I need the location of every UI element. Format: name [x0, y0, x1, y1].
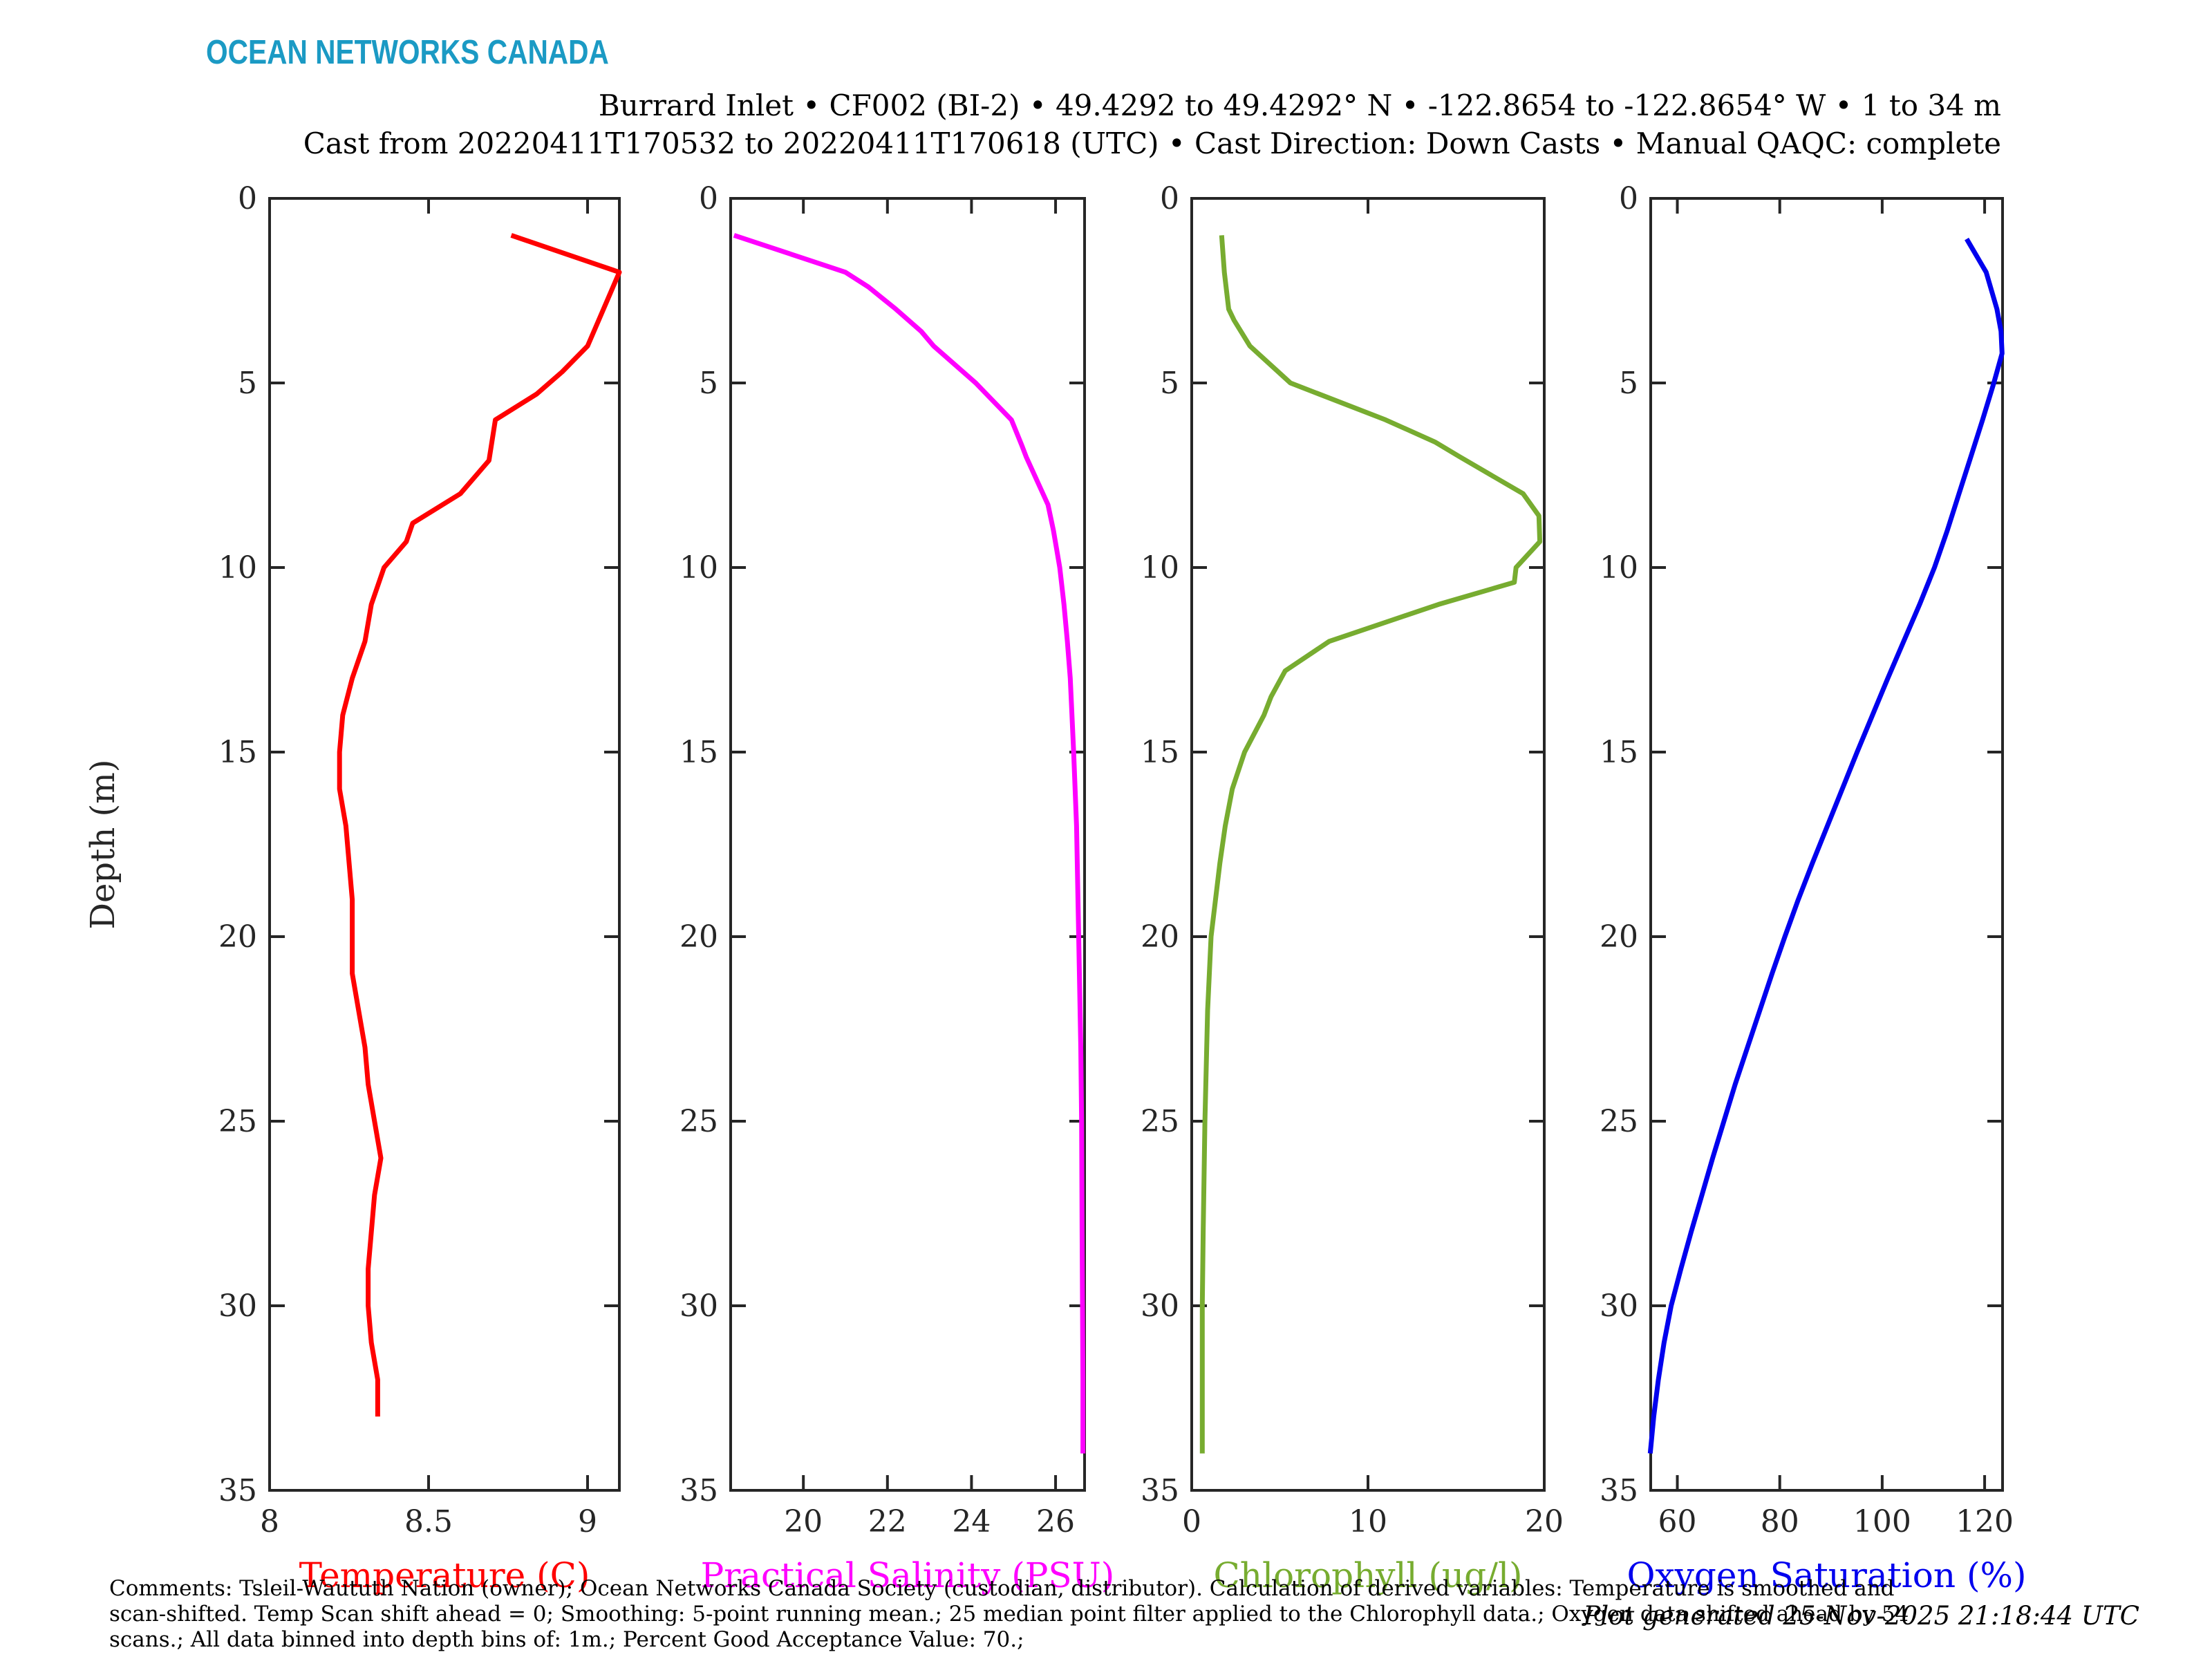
y-tick-label: 35	[1600, 1473, 1638, 1508]
comments-line-2: scan-shifted. Temp Scan shift ahead = 0;…	[109, 1602, 1909, 1627]
comments-line-3: scans.; All data binned into depth bins …	[109, 1627, 1024, 1652]
curve-chlorophyll-ug-l	[1199, 235, 1543, 1454]
plot-frame	[1649, 197, 2004, 1492]
y-tick-label: 15	[1141, 735, 1179, 770]
figure-title-line2: Cast from 20220411T170532 to 20220411T17…	[303, 126, 2001, 160]
y-tick-label: 15	[679, 735, 718, 770]
y-tick-label: 35	[218, 1473, 257, 1508]
x-axis-label-chlorophyll-ug-l: Chlorophyll (ug/l)	[1214, 1555, 1523, 1595]
x-tick-label: 9	[578, 1504, 597, 1539]
y-tick-label: 25	[1600, 1104, 1638, 1139]
y-tick-label: 0	[238, 181, 257, 216]
y-tick-label: 0	[1619, 181, 1638, 216]
plot-frame	[1190, 197, 1546, 1492]
y-tick-label: 15	[1600, 735, 1638, 770]
x-axis-label-temperature-c: Temperature (C)	[299, 1555, 590, 1595]
y-tick-label: 5	[699, 366, 718, 401]
y-tick-label: 20	[679, 919, 718, 955]
y-tick-label: 5	[1619, 366, 1638, 401]
y-tick-label: 35	[679, 1473, 718, 1508]
x-tick-label: 0	[1182, 1504, 1201, 1539]
y-tick-label: 0	[699, 181, 718, 216]
y-tick-label: 20	[1141, 919, 1179, 955]
y-tick-label: 20	[1600, 919, 1638, 955]
y-tick-label: 20	[218, 919, 257, 955]
y-tick-label: 30	[218, 1288, 257, 1324]
y-tick-label: 25	[1141, 1104, 1179, 1139]
x-tick-label: 10	[1349, 1504, 1387, 1539]
plot-generated-timestamp: Plot generated 25-Nov-2025 21:18:44 UTC	[1583, 1601, 2139, 1631]
x-tick-label: 8.5	[404, 1504, 453, 1539]
y-tick-label: 25	[218, 1104, 257, 1139]
x-tick-label: 24	[952, 1504, 991, 1539]
curve-practical-salinity-psu	[733, 233, 1086, 1454]
curve-oxygen-saturation	[1647, 237, 2005, 1454]
y-axis-label-depth: Depth (m)	[84, 759, 122, 929]
plot-frame	[268, 197, 621, 1492]
x-tick-label: 60	[1658, 1504, 1697, 1539]
y-tick-label: 5	[1160, 366, 1179, 401]
y-tick-label: 35	[1141, 1473, 1179, 1508]
y-tick-label: 10	[679, 550, 718, 585]
y-tick-label: 10	[218, 550, 257, 585]
y-tick-label: 30	[1141, 1288, 1179, 1324]
x-tick-label: 26	[1036, 1504, 1075, 1539]
onc-logo: OCEAN NETWORKS CANADA	[206, 34, 609, 71]
y-tick-label: 5	[238, 366, 257, 401]
x-tick-label: 120	[1956, 1504, 2014, 1539]
curve-temperature-c	[337, 233, 622, 1417]
y-tick-label: 25	[679, 1104, 718, 1139]
x-axis-label-oxygen-saturation: Oxygen Saturation (%)	[1627, 1555, 2026, 1595]
x-tick-label: 22	[868, 1504, 907, 1539]
plot-frame	[729, 197, 1086, 1492]
comments-block: Comments: Tsleil-Waututh Nation (owner);…	[109, 1576, 1909, 1653]
x-axis-label-practical-salinity-psu: Practical Salinity (PSU)	[701, 1555, 1115, 1595]
x-tick-label: 20	[1525, 1504, 1564, 1539]
y-tick-label: 10	[1141, 550, 1179, 585]
x-tick-label: 20	[784, 1504, 823, 1539]
comments-line-1: Comments: Tsleil-Waututh Nation (owner);…	[109, 1576, 1895, 1601]
x-tick-label: 100	[1853, 1504, 1911, 1539]
y-tick-label: 15	[218, 735, 257, 770]
y-tick-label: 30	[679, 1288, 718, 1324]
y-tick-label: 0	[1160, 181, 1179, 216]
x-tick-label: 80	[1761, 1504, 1799, 1539]
y-tick-label: 10	[1600, 550, 1638, 585]
y-tick-label: 30	[1600, 1288, 1638, 1324]
x-tick-label: 8	[260, 1504, 279, 1539]
figure-title-line1: Burrard Inlet • CF002 (BI-2) • 49.4292 t…	[598, 88, 2001, 122]
